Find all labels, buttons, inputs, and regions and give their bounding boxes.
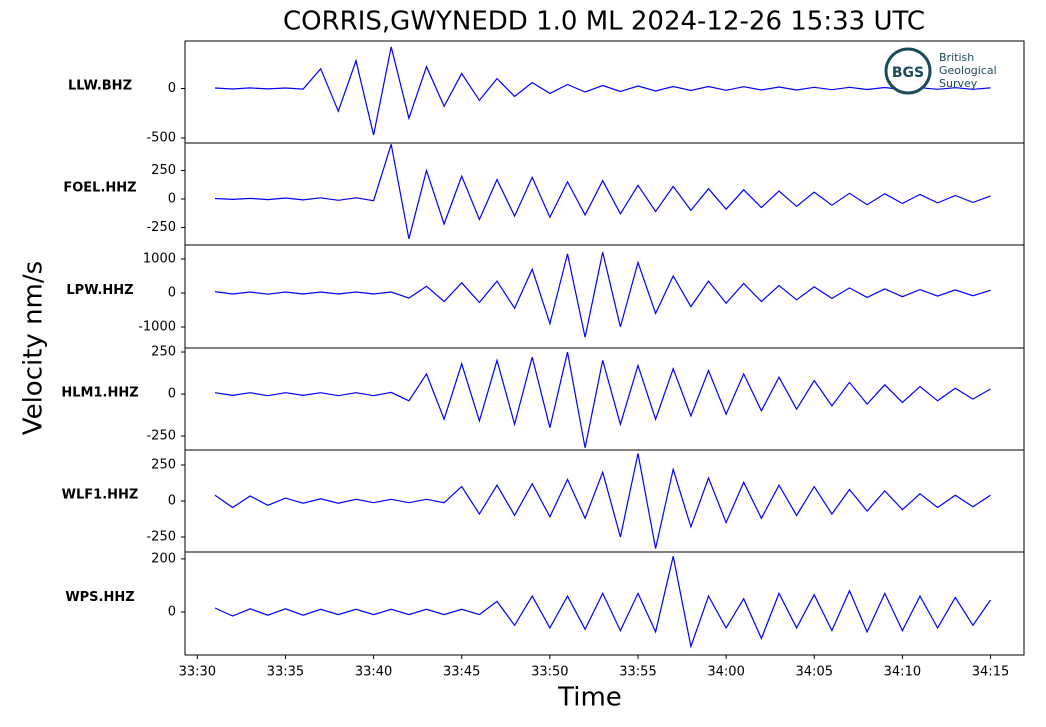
trace — [214, 556, 991, 649]
y-tick-label: -500 — [146, 130, 176, 145]
y-tick-label: 0 — [168, 191, 176, 206]
logo-text: Survey — [939, 77, 978, 90]
trace — [214, 351, 991, 448]
panel-frame — [184, 551, 1025, 656]
y-tick-label: 0 — [168, 604, 176, 619]
y-tick-label: 1000 — [143, 252, 176, 267]
logo-text: British — [939, 51, 974, 64]
y-tick-label: 0 — [168, 81, 176, 96]
y-tick-label: -250 — [146, 530, 176, 545]
trace — [214, 252, 991, 338]
x-tick-label: 34:15 — [972, 665, 1009, 680]
panel-frame — [184, 142, 1025, 246]
trace — [214, 453, 991, 549]
y-tick-label: 0 — [168, 494, 176, 509]
x-tick-label: 34:05 — [796, 665, 833, 680]
x-axis-label: Time — [557, 683, 622, 713]
logo-ring — [884, 47, 932, 95]
panel-frame — [184, 347, 1025, 451]
station-label: WPS.HHZ — [65, 590, 134, 605]
trace — [214, 46, 991, 136]
x-tick-label: 33:45 — [443, 665, 480, 680]
x-tick-label: 33:35 — [267, 665, 304, 680]
station-label: WLF1.HHZ — [62, 488, 139, 503]
x-tick-label: 33:55 — [619, 665, 656, 680]
y-tick-label: 0 — [168, 285, 176, 300]
y-tick-label: 0 — [168, 387, 176, 402]
x-tick-label: 34:00 — [707, 665, 744, 680]
station-label: LPW.HHZ — [66, 283, 133, 298]
y-tick-label: 250 — [151, 163, 176, 178]
y-tick-label: 250 — [151, 457, 176, 472]
logo-abbr: BGS — [892, 65, 924, 81]
y-axis-label: Velocity nm/s — [19, 261, 49, 435]
x-tick-label: 33:40 — [355, 665, 392, 680]
y-tick-label: -250 — [146, 220, 176, 235]
y-tick-label: -1000 — [138, 319, 176, 334]
trace — [214, 144, 991, 239]
x-tick-label: 34:10 — [884, 665, 921, 680]
station-label: HLM1.HHZ — [61, 386, 138, 401]
y-tick-label: 200 — [151, 551, 176, 566]
x-tick-label: 33:50 — [531, 665, 568, 680]
x-tick-label: 33:30 — [179, 665, 216, 680]
y-tick-label: -250 — [146, 429, 176, 444]
station-label: LLW.BHZ — [68, 79, 132, 94]
chart-title: CORRIS,GWYNEDD 1.0 ML 2024-12-26 15:33 U… — [283, 7, 925, 37]
station-label: FOEL.HHZ — [63, 181, 136, 196]
logo: BGS British Geological Survey — [884, 47, 997, 95]
y-tick-label: 250 — [151, 345, 176, 360]
logo-text: Geological — [939, 64, 997, 77]
